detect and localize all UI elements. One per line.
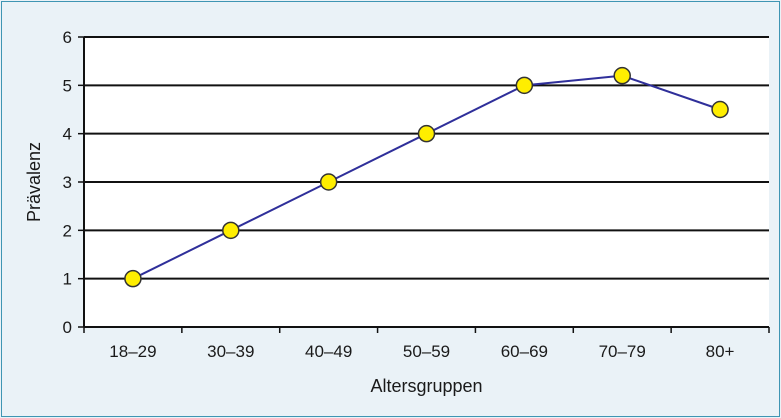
- data-point: [515, 76, 534, 95]
- x-tick-label: 60–69: [501, 342, 548, 361]
- y-tick-label: 2: [63, 221, 72, 240]
- y-tick-label: 6: [63, 28, 72, 47]
- gridlines: [84, 36, 769, 280]
- x-tick-label: 30–39: [207, 342, 254, 361]
- y-tick-labels: 0 1 2 3 4 5 6: [63, 28, 84, 337]
- x-tick-label: 18–29: [109, 342, 156, 361]
- data-point: [711, 100, 729, 119]
- data-point: [613, 66, 631, 85]
- data-point: [124, 269, 142, 288]
- x-tick-label: 40–49: [305, 342, 352, 361]
- x-tick-label: 80+: [706, 342, 735, 361]
- data-point: [222, 221, 240, 240]
- y-axis-title: Prävalenz: [24, 142, 44, 222]
- data-point: [319, 173, 338, 191]
- x-axis-title: Altersgruppen: [370, 376, 482, 396]
- y-tick-label: 0: [63, 318, 72, 337]
- x-tick-label: 70–79: [599, 342, 646, 361]
- x-tick-label: 50–59: [403, 342, 450, 361]
- x-tick-labels: 18–29 30–39 40–49 50–59 60–69 70–79 80+: [83, 327, 770, 361]
- y-tick-label: 4: [63, 125, 72, 144]
- data-point: [417, 124, 436, 143]
- data-points: [124, 66, 729, 288]
- y-tick-label: 1: [63, 270, 72, 289]
- y-tick-label: 5: [63, 76, 72, 95]
- y-tick-label: 3: [63, 173, 72, 192]
